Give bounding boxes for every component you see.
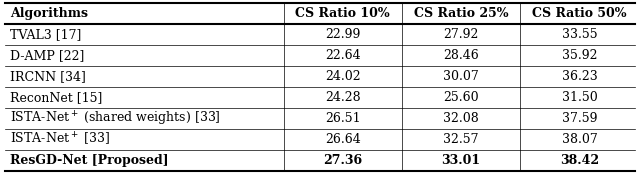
Text: 27.36: 27.36 — [323, 154, 362, 167]
Text: CS Ratio 50%: CS Ratio 50% — [532, 7, 627, 20]
Text: 36.23: 36.23 — [562, 70, 597, 83]
Text: TVAL3 [17]: TVAL3 [17] — [10, 28, 82, 41]
Text: 26.64: 26.64 — [325, 133, 360, 146]
Text: 38.07: 38.07 — [562, 133, 597, 146]
Text: 22.99: 22.99 — [325, 28, 360, 41]
Text: 24.02: 24.02 — [325, 70, 360, 83]
Text: 26.51: 26.51 — [325, 112, 360, 125]
Text: ResGD-Net [Proposed]: ResGD-Net [Proposed] — [10, 154, 169, 167]
Text: IRCNN [34]: IRCNN [34] — [10, 70, 86, 83]
Text: 22.64: 22.64 — [325, 49, 360, 62]
Text: 25.60: 25.60 — [444, 91, 479, 104]
Text: 32.57: 32.57 — [444, 133, 479, 146]
Text: 27.92: 27.92 — [444, 28, 479, 41]
Text: 35.92: 35.92 — [562, 49, 597, 62]
Text: D-AMP [22]: D-AMP [22] — [10, 49, 84, 62]
Text: 32.08: 32.08 — [444, 112, 479, 125]
Text: 31.50: 31.50 — [562, 91, 597, 104]
Text: 28.46: 28.46 — [444, 49, 479, 62]
Text: ISTA-Net$^+$ [33]: ISTA-Net$^+$ [33] — [10, 131, 111, 148]
Text: 38.42: 38.42 — [560, 154, 599, 167]
Text: ReconNet [15]: ReconNet [15] — [10, 91, 102, 104]
Text: 33.55: 33.55 — [562, 28, 597, 41]
Text: CS Ratio 25%: CS Ratio 25% — [414, 7, 508, 20]
Text: ISTA-Net$^+$ (shared weights) [33]: ISTA-Net$^+$ (shared weights) [33] — [10, 110, 221, 128]
Text: CS Ratio 10%: CS Ratio 10% — [296, 7, 390, 20]
Text: Algorithms: Algorithms — [10, 7, 88, 20]
Text: 24.28: 24.28 — [325, 91, 360, 104]
Text: 37.59: 37.59 — [562, 112, 597, 125]
Text: 30.07: 30.07 — [444, 70, 479, 83]
Text: 33.01: 33.01 — [442, 154, 481, 167]
